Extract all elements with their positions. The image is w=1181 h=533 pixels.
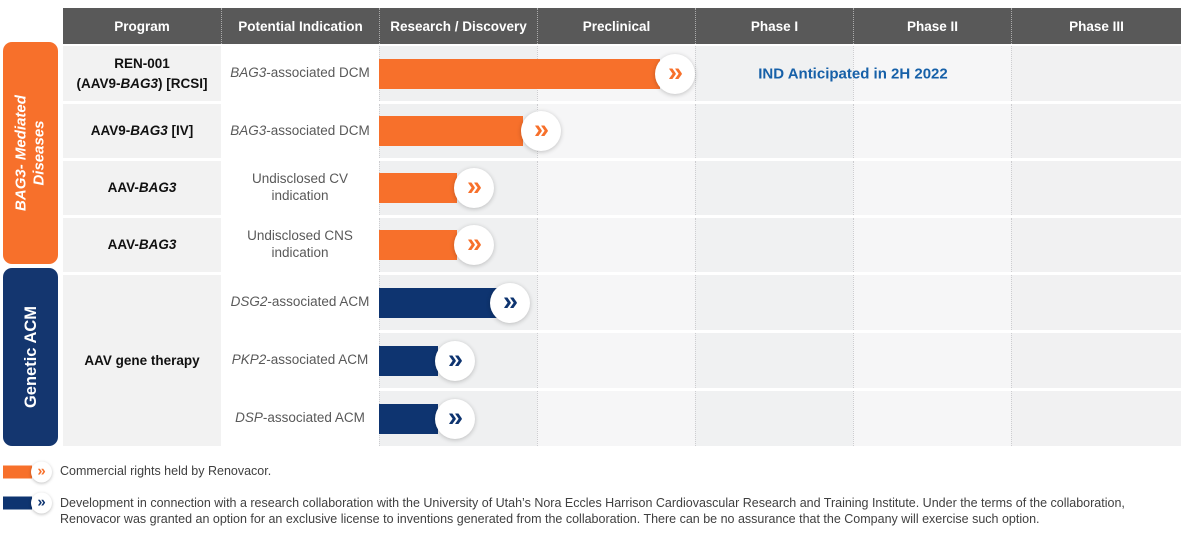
legend-text: Commercial rights held by Renovacor. (60, 464, 272, 478)
stage-cell (1011, 218, 1181, 272)
column-header-phase-3: Phase III (1011, 8, 1181, 44)
stage-cell (1011, 104, 1181, 158)
program-cell: REN-001 (AAV9-BAG3) [RCSI] (63, 46, 221, 101)
group-tab-label: BAG3- Mediated Diseases (12, 95, 48, 211)
group-tab-bag3-mediated-diseases: BAG3- Mediated Diseases (3, 42, 58, 264)
milestone-note: IND Anticipated in 2H 2022 (758, 65, 948, 82)
chevron-right-icon: » (490, 282, 530, 323)
stage-cell (1011, 391, 1181, 446)
pipeline-row: REN-001 (AAV9-BAG3) [RCSI] BAG3-associate… (63, 46, 1181, 101)
pipeline-bar (379, 116, 523, 146)
pipeline-bar (379, 403, 438, 434)
pipeline-row: AAV9-BAG3 [IV] BAG3-associated DCM » (63, 104, 1181, 158)
stage-cell (853, 161, 1011, 215)
program-cell-merged: AAV gene therapy (63, 275, 221, 446)
stage-cell (695, 391, 853, 446)
navy-bar-swatch (3, 496, 32, 510)
stage-cell (537, 391, 695, 446)
pipeline-bar (379, 58, 660, 89)
pipeline-row: DSG2-associated ACM » (63, 275, 1181, 330)
stage-cell (537, 275, 695, 330)
orange-bar-swatch (3, 465, 32, 478)
indication-cell: BAG3-associated DCM (221, 46, 379, 101)
group-tab-genetic-acm: Genetic ACM (3, 268, 58, 446)
stage-cell (537, 218, 695, 272)
stage-cell (1011, 46, 1181, 101)
legend-item-collaboration: » Development in connection with a resea… (0, 492, 1181, 529)
column-header-program: Program (114, 18, 170, 34)
stage-cell (695, 275, 853, 330)
stage-cell (853, 275, 1011, 330)
pipeline-bar (379, 345, 438, 376)
stage-cell (695, 104, 853, 158)
stage-cell (853, 391, 1011, 446)
column-header-potential-indication: Potential Indication (221, 8, 379, 44)
column-header-preclinical: Preclinical (537, 8, 695, 44)
stage-cell (537, 104, 695, 158)
stage-cell (695, 46, 853, 101)
program-cell: AAV-BAG3 (63, 218, 221, 272)
pipeline-row: PKP2-associated ACM » (63, 333, 1181, 388)
chevron-right-icon: » (521, 111, 561, 151)
pipeline-row: AAV-BAG3 Undisclosed CNS indication » (63, 218, 1181, 272)
stage-cell (1011, 333, 1181, 388)
stage-cell (537, 161, 695, 215)
indication-cell: Undisclosed CNS indication (221, 218, 379, 272)
table-header: Program Potential Indication Research / … (63, 8, 1181, 44)
group-tab-label: Genetic ACM (21, 305, 40, 409)
chevron-right-icon: » (454, 225, 494, 265)
pipeline-bar (379, 230, 457, 260)
stage-cell (853, 333, 1011, 388)
column-header-phase-2: Phase II (853, 8, 1011, 44)
stage-cell (853, 46, 1011, 101)
stage-cell (853, 104, 1011, 158)
stage-cell (1011, 275, 1181, 330)
indication-cell: BAG3-associated DCM (221, 104, 379, 158)
column-header-phase-1: Phase I (695, 8, 853, 44)
stage-cell (695, 161, 853, 215)
chevron-right-icon: » (655, 53, 695, 94)
stage-cell (853, 218, 1011, 272)
column-header-research-discovery: Research / Discovery (379, 8, 537, 44)
program-cell: AAV-BAG3 (63, 161, 221, 215)
stage-cell (1011, 161, 1181, 215)
stage-cell (695, 333, 853, 388)
chevron-right-icon: » (31, 492, 52, 514)
chevron-right-icon: » (435, 340, 475, 381)
legend-text: Development in connection with a researc… (60, 496, 1125, 526)
stage-cell (537, 333, 695, 388)
indication-cell: DSP-associated ACM (221, 391, 379, 446)
chevron-right-icon: » (31, 461, 52, 482)
pipeline-row: AAV-BAG3 Undisclosed CV indication » (63, 161, 1181, 215)
chevron-right-icon: » (435, 398, 475, 439)
legend-item-commercial-rights: » Commercial rights held by Renovacor. (0, 461, 1181, 482)
indication-cell: DSG2-associated ACM (221, 275, 379, 330)
program-cell: AAV9-BAG3 [IV] (63, 104, 221, 158)
pipeline-row: DSP-associated ACM » (63, 391, 1181, 446)
chevron-right-icon: » (454, 168, 494, 208)
indication-cell: PKP2-associated ACM (221, 333, 379, 388)
program-label: AAV gene therapy (84, 353, 200, 368)
pipeline-bar (379, 287, 500, 318)
indication-cell: Undisclosed CV indication (221, 161, 379, 215)
pipeline-bar (379, 173, 457, 203)
stage-cell (695, 218, 853, 272)
